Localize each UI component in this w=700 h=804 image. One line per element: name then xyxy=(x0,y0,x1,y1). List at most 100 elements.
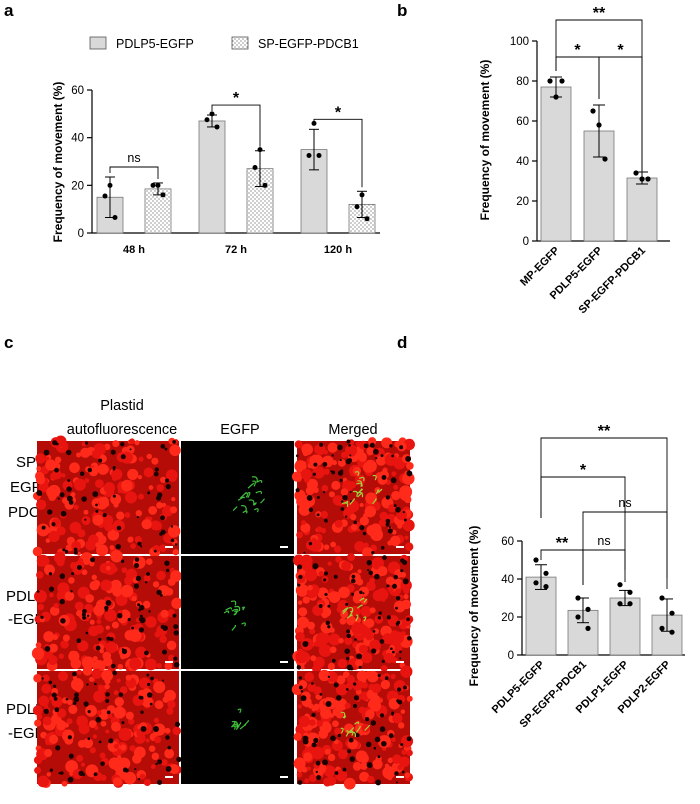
dark-gap xyxy=(342,494,348,501)
plastid-blob xyxy=(97,684,104,691)
dark-gap xyxy=(134,768,137,771)
dark-gap xyxy=(146,692,153,698)
dark-gap xyxy=(371,648,377,654)
plastid-blob xyxy=(108,757,121,770)
dark-gap xyxy=(95,645,101,651)
dark-gap xyxy=(120,441,125,447)
dark-gap xyxy=(98,740,102,744)
dark-gap xyxy=(362,531,367,536)
dark-gap xyxy=(36,490,43,496)
plastid-blob xyxy=(154,631,161,638)
egfp-signal xyxy=(354,471,360,477)
plastid-blob xyxy=(380,679,391,690)
plastid-blob xyxy=(338,637,344,644)
plastid-blob xyxy=(366,447,375,456)
dark-gap xyxy=(311,742,317,748)
plastid-blob xyxy=(372,759,383,770)
panel-letter-c: c xyxy=(4,333,13,352)
dark-gap xyxy=(353,695,360,701)
chart-b-xtick-label: MP-EGFP xyxy=(518,245,562,289)
plastid-blob xyxy=(54,456,62,464)
dark-gap xyxy=(379,726,386,732)
egfp-signal xyxy=(230,600,237,606)
dark-gap xyxy=(346,633,352,639)
plastid-blob xyxy=(34,615,42,623)
dark-gap xyxy=(81,496,87,502)
plastid-blob xyxy=(117,755,122,760)
egfp-signal xyxy=(234,605,241,612)
plastid-blob xyxy=(295,584,309,597)
dark-gap xyxy=(54,467,59,473)
plastid-blob xyxy=(387,540,393,546)
plastid-blob xyxy=(61,780,68,787)
dark-gap xyxy=(300,690,304,693)
dark-gap xyxy=(313,462,318,467)
dark-gap xyxy=(86,614,90,618)
egfp-signal xyxy=(242,510,248,514)
plastid-blob xyxy=(150,764,156,770)
plastid-blob xyxy=(32,546,43,557)
plastid-blob xyxy=(73,504,79,510)
plastid-blob xyxy=(160,609,169,618)
dark-gap xyxy=(43,449,50,456)
micrograph-tile xyxy=(292,553,414,674)
plastid-blob xyxy=(323,780,331,787)
dark-gap xyxy=(306,495,313,501)
dark-gap xyxy=(406,736,412,742)
dark-gap xyxy=(120,559,125,563)
plastid-blob xyxy=(89,580,100,591)
dark-gap xyxy=(333,682,339,688)
dark-gap xyxy=(124,768,129,773)
dark-gap xyxy=(347,458,353,463)
plastid-blob xyxy=(297,653,303,659)
chart-d-sig-bracket xyxy=(540,437,668,578)
dark-gap xyxy=(76,565,82,570)
plastid-blob xyxy=(65,544,73,552)
dark-gap xyxy=(375,457,378,460)
plastid-blob xyxy=(297,616,309,629)
chart-d-ytick-label: 20 xyxy=(501,612,514,624)
egfp-signal xyxy=(372,498,377,505)
plastid-blob xyxy=(380,665,388,672)
plastid-blob xyxy=(337,458,346,467)
dark-gap xyxy=(370,720,377,726)
plastid-blob xyxy=(329,646,337,654)
plastid-blob xyxy=(112,586,122,597)
dark-gap xyxy=(129,448,132,451)
col-header-merged: Merged xyxy=(328,422,377,438)
plastid-blob xyxy=(138,456,144,462)
dark-gap xyxy=(118,692,124,697)
dark-gap xyxy=(139,614,143,618)
chart-a-sig-label: * xyxy=(335,104,342,121)
plastid-blob xyxy=(171,597,183,609)
plastid-blob xyxy=(100,720,107,727)
chart-b-point xyxy=(645,176,651,182)
dark-gap xyxy=(48,680,53,685)
plastid-blob xyxy=(379,511,389,521)
dark-gap xyxy=(369,442,375,448)
egfp-signal xyxy=(237,708,242,714)
plastid-blob xyxy=(344,702,351,709)
dark-gap xyxy=(55,442,59,446)
plastid-blob xyxy=(168,654,175,662)
egfp-signal xyxy=(363,598,368,603)
dark-gap xyxy=(92,491,99,497)
dark-gap xyxy=(73,547,78,552)
plastid-blob xyxy=(400,665,413,678)
dark-gap xyxy=(397,699,403,705)
dark-gap xyxy=(395,606,398,610)
plastid-blob xyxy=(333,545,342,553)
plastid-blob xyxy=(391,529,397,535)
plastid-blob xyxy=(104,609,117,622)
plastid-blob xyxy=(397,722,405,729)
chart-a-point xyxy=(262,182,268,188)
dark-gap xyxy=(319,442,324,447)
dark-gap xyxy=(59,771,64,775)
dark-gap xyxy=(353,682,357,686)
chart-b-ylabel: Frequency of movement (%) xyxy=(478,60,492,221)
dark-gap xyxy=(157,759,163,765)
dark-gap xyxy=(51,692,57,698)
plastid-blob xyxy=(76,669,82,675)
dark-gap xyxy=(160,593,163,597)
plastid-blob xyxy=(341,561,352,571)
